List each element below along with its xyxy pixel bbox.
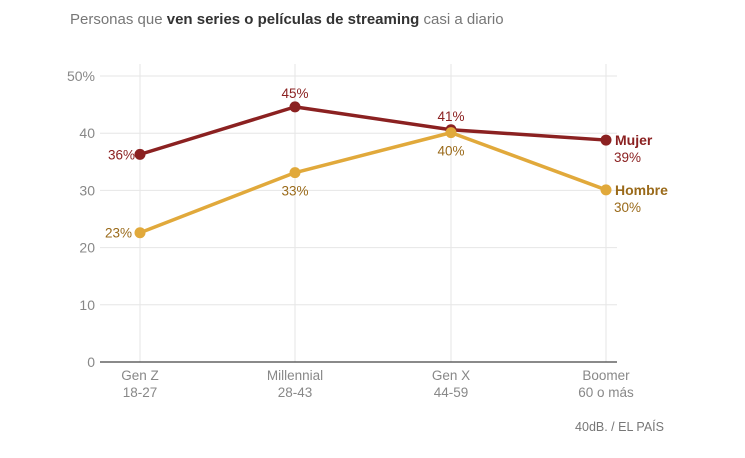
x-tick-label: Boomer — [582, 368, 630, 383]
data-point-mujer — [600, 134, 612, 146]
y-tick-label: 10 — [79, 297, 95, 313]
y-tick-label: 40 — [79, 125, 95, 141]
data-label-hombre: 23% — [105, 226, 132, 241]
data-label-mujer: 36% — [108, 147, 135, 162]
x-tick-sublabel: 44-59 — [434, 385, 469, 400]
data-label-hombre: 40% — [437, 144, 464, 159]
x-tick-sublabel: 60 o más — [578, 385, 634, 400]
x-tick-label: Gen Z — [121, 368, 159, 383]
y-tick-label: 20 — [79, 240, 95, 256]
y-tick-label: 50% — [67, 68, 95, 84]
data-point-mujer — [134, 148, 146, 160]
data-point-hombre — [134, 227, 146, 239]
series-line-mujer — [139, 105, 607, 157]
data-point-hombre — [600, 184, 612, 196]
data-point-hombre — [445, 127, 457, 139]
y-tick-label: 0 — [87, 354, 95, 370]
data-point-hombre — [289, 167, 301, 179]
x-tick-label: Millennial — [267, 368, 323, 383]
data-label-hombre: 30% — [614, 200, 641, 215]
title-prefix: Personas que — [70, 11, 167, 28]
data-label-mujer: 45% — [281, 86, 308, 101]
y-tick-label: 30 — [79, 182, 95, 198]
data-label-mujer: 39% — [614, 150, 641, 165]
chart-title: Personas que ven series o películas de s… — [70, 11, 504, 28]
x-tick-sublabel: 18-27 — [123, 385, 158, 400]
x-tick-label: Gen X — [432, 368, 470, 383]
x-tick-sublabel: 28-43 — [278, 385, 313, 400]
data-point-mujer — [289, 101, 301, 113]
data-label-mujer: 41% — [437, 109, 464, 124]
title-bold: ven series o películas de streaming — [166, 11, 420, 28]
series-label-hombre: Hombre — [615, 182, 668, 198]
title-suffix: casi a diario — [419, 11, 504, 28]
series-label-mujer: Mujer — [615, 132, 653, 148]
series-line-hombre — [139, 130, 607, 235]
data-label-hombre: 33% — [281, 184, 308, 199]
source-credit: 40dB. / EL PAÍS — [575, 420, 664, 434]
